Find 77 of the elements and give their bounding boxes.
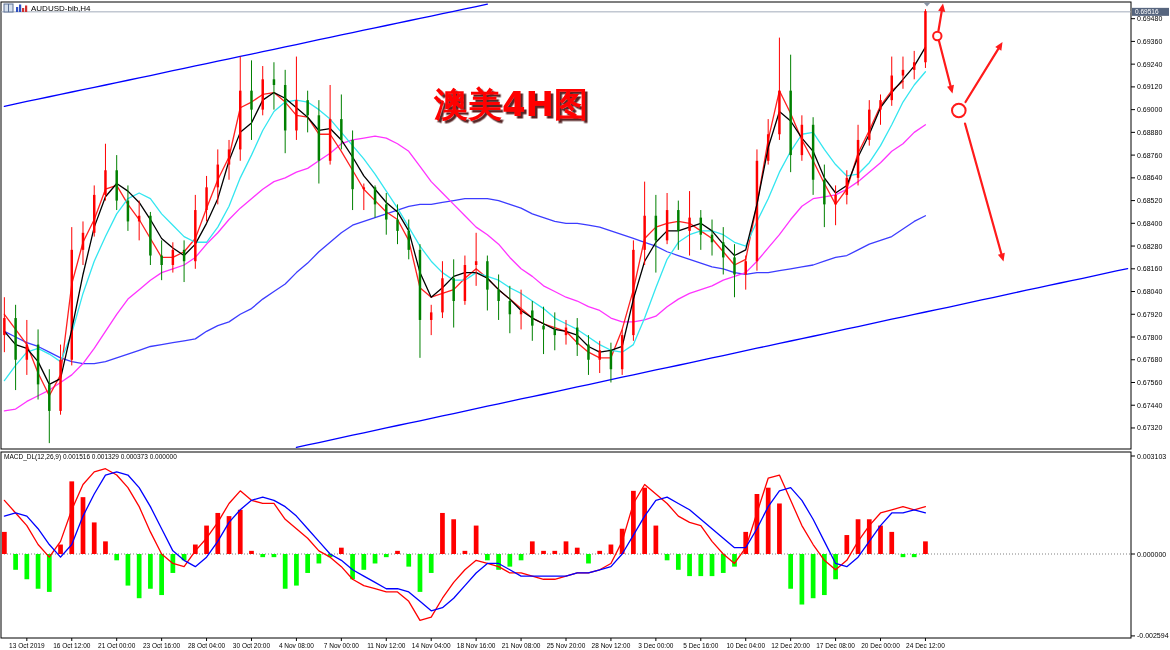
candlestick xyxy=(542,306,545,355)
candlestick xyxy=(205,175,208,222)
bar xyxy=(406,554,412,567)
bar xyxy=(844,535,850,554)
bar xyxy=(541,550,546,554)
bar xyxy=(878,525,883,554)
bar xyxy=(204,525,209,554)
bar xyxy=(485,554,490,561)
bar xyxy=(282,554,288,589)
candlestick xyxy=(733,243,736,298)
bar xyxy=(428,554,434,573)
bar xyxy=(574,547,580,554)
bar xyxy=(586,554,591,564)
bar xyxy=(675,554,681,570)
bar xyxy=(451,519,457,554)
bar xyxy=(698,554,704,577)
bar xyxy=(294,554,299,586)
line-series xyxy=(3,198,927,365)
bar xyxy=(383,554,389,558)
bar xyxy=(788,554,794,589)
candlestick xyxy=(160,239,163,281)
chart-subtitle: AUDUSD-bib,H4 xyxy=(31,3,92,13)
bar xyxy=(631,490,636,554)
candlestick xyxy=(497,273,500,321)
bar xyxy=(777,503,782,554)
bar xyxy=(923,541,928,554)
bar xyxy=(687,554,692,577)
bar xyxy=(13,554,18,570)
bar xyxy=(720,554,726,573)
candlestick xyxy=(452,258,455,329)
bar xyxy=(103,541,108,554)
bar xyxy=(260,554,266,558)
candlestick xyxy=(3,296,6,353)
candlestick xyxy=(834,184,837,226)
bar xyxy=(597,550,603,554)
bar xyxy=(136,554,142,599)
bar xyxy=(69,481,75,554)
candlestick xyxy=(396,203,399,245)
bar xyxy=(338,547,344,554)
line-series xyxy=(3,124,927,412)
candlestick xyxy=(306,90,309,133)
bar xyxy=(2,531,7,554)
candlestick xyxy=(587,334,590,376)
bar xyxy=(24,554,30,580)
candlestick xyxy=(879,93,882,126)
bar xyxy=(440,512,445,554)
bar xyxy=(642,487,647,554)
bar xyxy=(46,554,52,592)
candlestick xyxy=(340,93,343,150)
bar xyxy=(395,550,400,554)
bar xyxy=(215,512,221,554)
bar xyxy=(866,519,872,554)
bar xyxy=(765,487,771,554)
bar xyxy=(305,554,311,573)
bar xyxy=(159,554,164,596)
candlestick xyxy=(744,255,747,291)
bar xyxy=(114,554,120,561)
bar xyxy=(911,554,917,558)
bar xyxy=(148,554,153,589)
bar xyxy=(249,550,254,554)
bar xyxy=(529,541,535,554)
candlestick xyxy=(531,300,534,342)
text: 澳美4H图 xyxy=(432,84,589,124)
bar xyxy=(361,554,367,570)
bar xyxy=(507,554,513,567)
candlestick xyxy=(598,340,601,374)
line-series xyxy=(295,267,1129,448)
bar xyxy=(58,544,63,554)
candlestick xyxy=(677,200,680,251)
bar xyxy=(91,522,97,554)
bar xyxy=(552,550,558,554)
candlestick xyxy=(688,190,691,257)
candlestick xyxy=(385,192,388,236)
candlestick xyxy=(250,59,253,141)
bar xyxy=(821,554,827,596)
bar xyxy=(237,509,243,554)
bar xyxy=(889,531,895,554)
